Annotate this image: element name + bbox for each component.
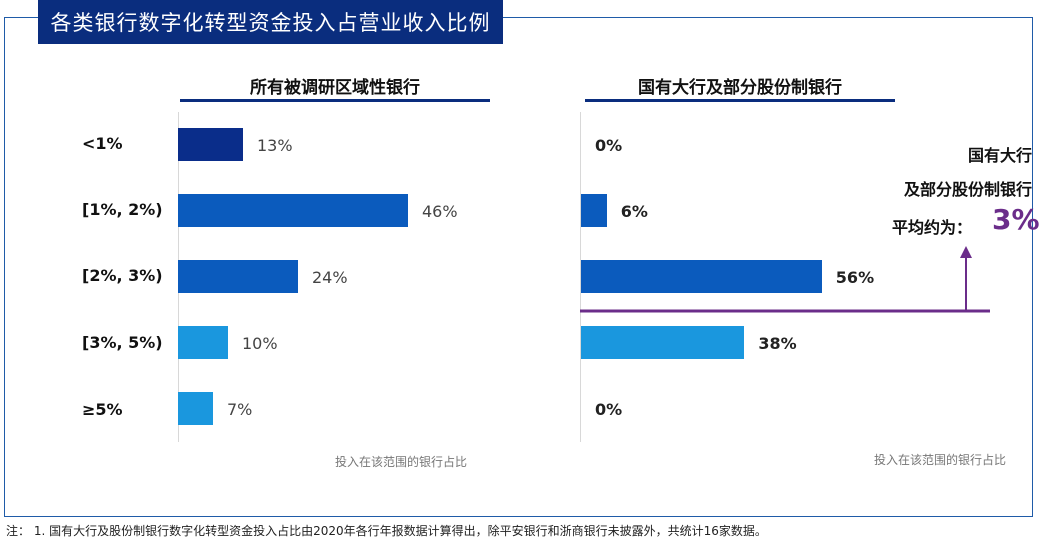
left-value-label-2: 24% xyxy=(312,268,348,287)
right-panel-title: 国有大行及部分股份制银行 xyxy=(638,78,842,98)
left-panel-title: 所有被调研区域性银行 xyxy=(250,78,420,98)
annotation-line-2: 及部分股份制银行 xyxy=(903,180,1032,199)
right-value-label-3: 38% xyxy=(758,334,797,353)
left-bar-3 xyxy=(178,326,228,359)
right-bar-1 xyxy=(581,194,607,227)
left-value-label-1: 46% xyxy=(422,202,458,221)
category-label-1: [1%, 2%) xyxy=(82,200,163,219)
left-bar-4 xyxy=(178,392,213,425)
right-value-label-0: 0% xyxy=(595,136,623,155)
right-bar-3 xyxy=(581,326,745,359)
right-value-label-4: 0% xyxy=(595,400,623,419)
right-axis-title: 投入在该范围的银行占比 xyxy=(874,453,1007,467)
category-label-2: [2%, 3%) xyxy=(82,266,163,285)
left-axis-title: 投入在该范围的银行占比 xyxy=(335,455,468,469)
left-bar-1 xyxy=(178,194,408,227)
right-value-label-2: 56% xyxy=(835,268,875,287)
left-value-label-3: 10% xyxy=(242,334,278,353)
category-label-0: <1% xyxy=(82,134,123,153)
category-label-3: [3%, 5%) xyxy=(82,333,163,352)
footnote: 注： 1. 国有大行及股份制银行数字化转型资金投入占比由2020年各行年报数据计… xyxy=(6,524,767,538)
right-value-label-1: 6% xyxy=(620,202,648,221)
left-bar-0 xyxy=(178,128,243,161)
annotation-value: 3% xyxy=(992,203,1040,236)
annotation-line-3: 平均约为： xyxy=(892,218,973,237)
right-panel-underline xyxy=(585,99,895,102)
left-bar-2 xyxy=(178,260,298,293)
right-bar-2 xyxy=(581,260,822,293)
page-title: 各类银行数字化转型资金投入占营业收入比例 xyxy=(38,0,503,44)
chart-frame xyxy=(4,17,1033,517)
left-value-label-0: 13% xyxy=(257,136,293,155)
left-value-label-4: 7% xyxy=(227,400,253,419)
left-panel-underline xyxy=(180,99,490,102)
category-label-4: ≥5% xyxy=(82,400,123,419)
right-axis-line xyxy=(580,112,581,442)
arrow-up-icon xyxy=(960,246,972,258)
annotation-line-1: 国有大行 xyxy=(967,146,1032,165)
